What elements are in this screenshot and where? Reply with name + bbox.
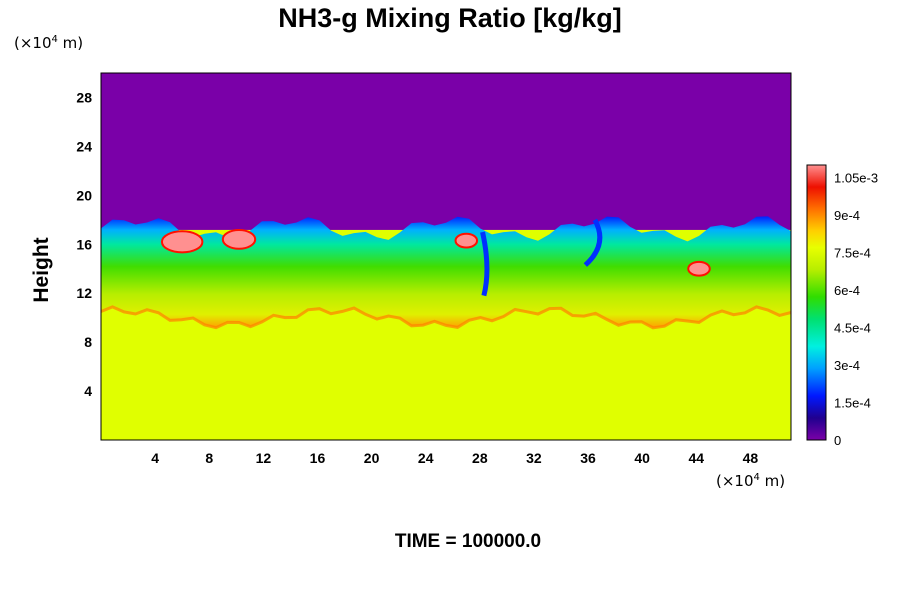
colorbar: 0 1.5e-4 3e-4 4.5e-4 6e-4 7.5e-4 9e-4 1.05e-3 [806,164,878,448]
x-tick-label: 12 [256,450,272,466]
high-value-blob [160,230,204,254]
x-tick-label: 4 [151,450,159,466]
x-unit-prefix: (×10 [716,472,754,490]
x-tick-label: 24 [418,450,434,466]
chart-title: NH3-g Mixing Ratio [kg/kg] [278,3,622,33]
upper-layer [101,73,791,230]
y-tick-label: 24 [76,138,92,154]
colorbar-tick-label: 7.5e-4 [834,246,871,261]
y-unit-exponent: 4 [51,34,58,45]
colorbar-tick-label: 3e-4 [834,358,860,373]
x-tick-label: 48 [743,450,759,466]
colorbar-tick-label: 1.05e-3 [834,171,878,186]
mixing-band-edge [100,305,792,330]
low-value-plume [480,231,490,297]
y-tick-label: 4 [84,383,92,399]
x-unit-suffix: m) [759,472,786,490]
time-label: TIME = 100000.0 [394,531,542,552]
colorbar-tick-label: 4.5e-4 [834,321,871,336]
colorbar-tick-label: 6e-4 [834,283,860,298]
plot-frame [100,72,792,441]
colorbar-tick-label: 1.5e-4 [834,396,871,411]
x-axis-unit: (×104 m) [716,472,785,490]
colorbar-tick-label: 9e-4 [834,208,860,223]
x-tick-label: 8 [205,450,213,466]
low-value-plume [583,218,603,267]
high-value-blob [454,232,479,249]
mixing-band [101,216,791,328]
x-tick-label: 28 [472,450,488,466]
y-unit-prefix: (×10 [14,34,52,52]
high-value-blob [687,260,711,277]
x-tick-label: 40 [634,450,650,466]
y-tick-label: 16 [76,236,92,252]
y-unit-suffix: m) [57,34,84,52]
y-tick-label: 28 [76,89,92,105]
y-tick-label: 20 [76,187,92,203]
x-tick-label: 32 [526,450,542,466]
x-tick-labels: 4 8 12 16 20 24 28 32 36 40 44 48 [151,450,758,466]
x-tick-label: 16 [310,450,326,466]
colorbar-tick-label: 0 [834,433,841,448]
colorbar-gradient [806,164,827,441]
x-unit-exponent: 4 [753,472,760,483]
y-tick-labels: 4 8 12 16 20 24 28 [76,89,92,399]
y-tick-label: 12 [76,285,92,301]
y-axis-unit: (×104 m) [14,34,83,52]
x-tick-label: 20 [364,450,380,466]
x-tick-label: 44 [689,450,705,466]
y-tick-label: 8 [84,334,92,350]
heatmap-field [100,72,792,441]
high-value-blob [221,229,257,250]
x-tick-label: 36 [580,450,596,466]
